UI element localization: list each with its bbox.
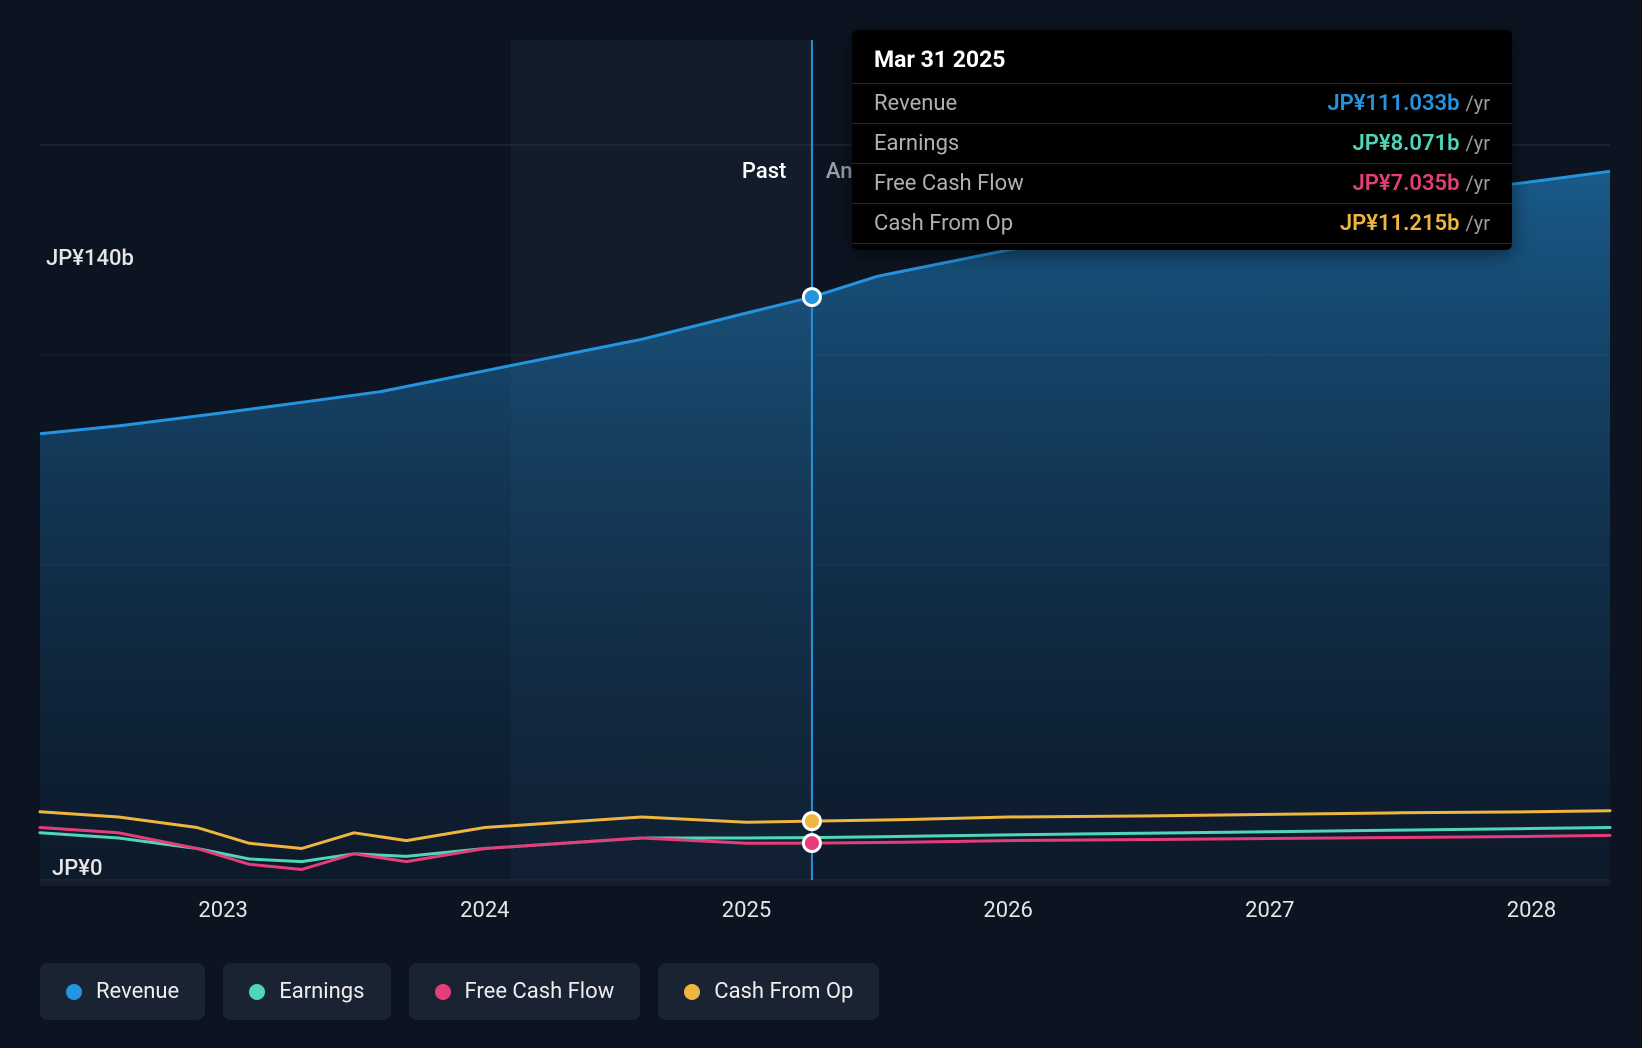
y-tick-label-0: JP¥0	[52, 856, 102, 881]
legend-label: Free Cash Flow	[465, 979, 615, 1004]
legend-item-free_cash[interactable]: Free Cash Flow	[409, 963, 641, 1020]
financial-chart: JP¥140b JP¥0 Past Analysts Forecasts 202…	[0, 0, 1642, 1048]
tooltip-value: JP¥8.071b	[1352, 131, 1459, 156]
past-label: Past	[742, 159, 786, 184]
revenue-area	[40, 171, 1610, 880]
tooltip-metric: Free Cash Flow	[874, 171, 1024, 196]
tooltip-row-2: Free Cash Flow JP¥7.035b/yr	[852, 163, 1512, 203]
legend-label: Cash From Op	[714, 979, 853, 1004]
legend: Revenue Earnings Free Cash Flow Cash From O…	[40, 963, 879, 1020]
x-tick-2024: 2024	[460, 898, 509, 923]
x-tick-2023: 2023	[198, 898, 247, 923]
legend-label: Revenue	[96, 979, 179, 1004]
x-tick-2026: 2026	[983, 898, 1032, 923]
y-tick-label-140: JP¥140b	[46, 246, 134, 271]
legend-dot-icon	[66, 984, 82, 1000]
tooltip-value: JP¥111.033b	[1327, 91, 1459, 116]
legend-dot-icon	[684, 984, 700, 1000]
tooltip-row-3: Cash From Op JP¥11.215b/yr	[852, 203, 1512, 244]
legend-dot-icon	[249, 984, 265, 1000]
legend-item-earnings[interactable]: Earnings	[223, 963, 390, 1020]
tooltip-date: Mar 31 2025	[852, 42, 1512, 83]
legend-dot-icon	[435, 984, 451, 1000]
legend-label: Earnings	[279, 979, 364, 1004]
tooltip-row-0: Revenue JP¥111.033b/yr	[852, 83, 1512, 123]
legend-item-cash_from_op[interactable]: Cash From Op	[658, 963, 879, 1020]
tooltip-value: JP¥11.215b	[1340, 211, 1460, 236]
tooltip-unit: /yr	[1466, 171, 1491, 195]
tooltip-row-1: Earnings JP¥8.071b/yr	[852, 123, 1512, 163]
tooltip-unit: /yr	[1466, 211, 1491, 235]
hover-marker-revenue	[803, 289, 820, 306]
x-tick-2027: 2027	[1245, 898, 1294, 923]
tooltip-metric: Earnings	[874, 131, 959, 156]
hover-tooltip: Mar 31 2025 RevenueJP¥111.033b/yrEarning…	[852, 30, 1512, 250]
x-tick-2025: 2025	[722, 898, 771, 923]
legend-item-revenue[interactable]: Revenue	[40, 963, 205, 1020]
x-tick-2028: 2028	[1507, 898, 1556, 923]
hover-marker-cash_from_op	[803, 813, 820, 830]
tooltip-value: JP¥7.035b	[1352, 171, 1459, 196]
tooltip-unit: /yr	[1466, 91, 1491, 115]
tooltip-metric: Cash From Op	[874, 211, 1013, 236]
tooltip-unit: /yr	[1466, 131, 1491, 155]
hover-marker-free_cash	[803, 835, 820, 852]
tooltip-metric: Revenue	[874, 91, 957, 116]
